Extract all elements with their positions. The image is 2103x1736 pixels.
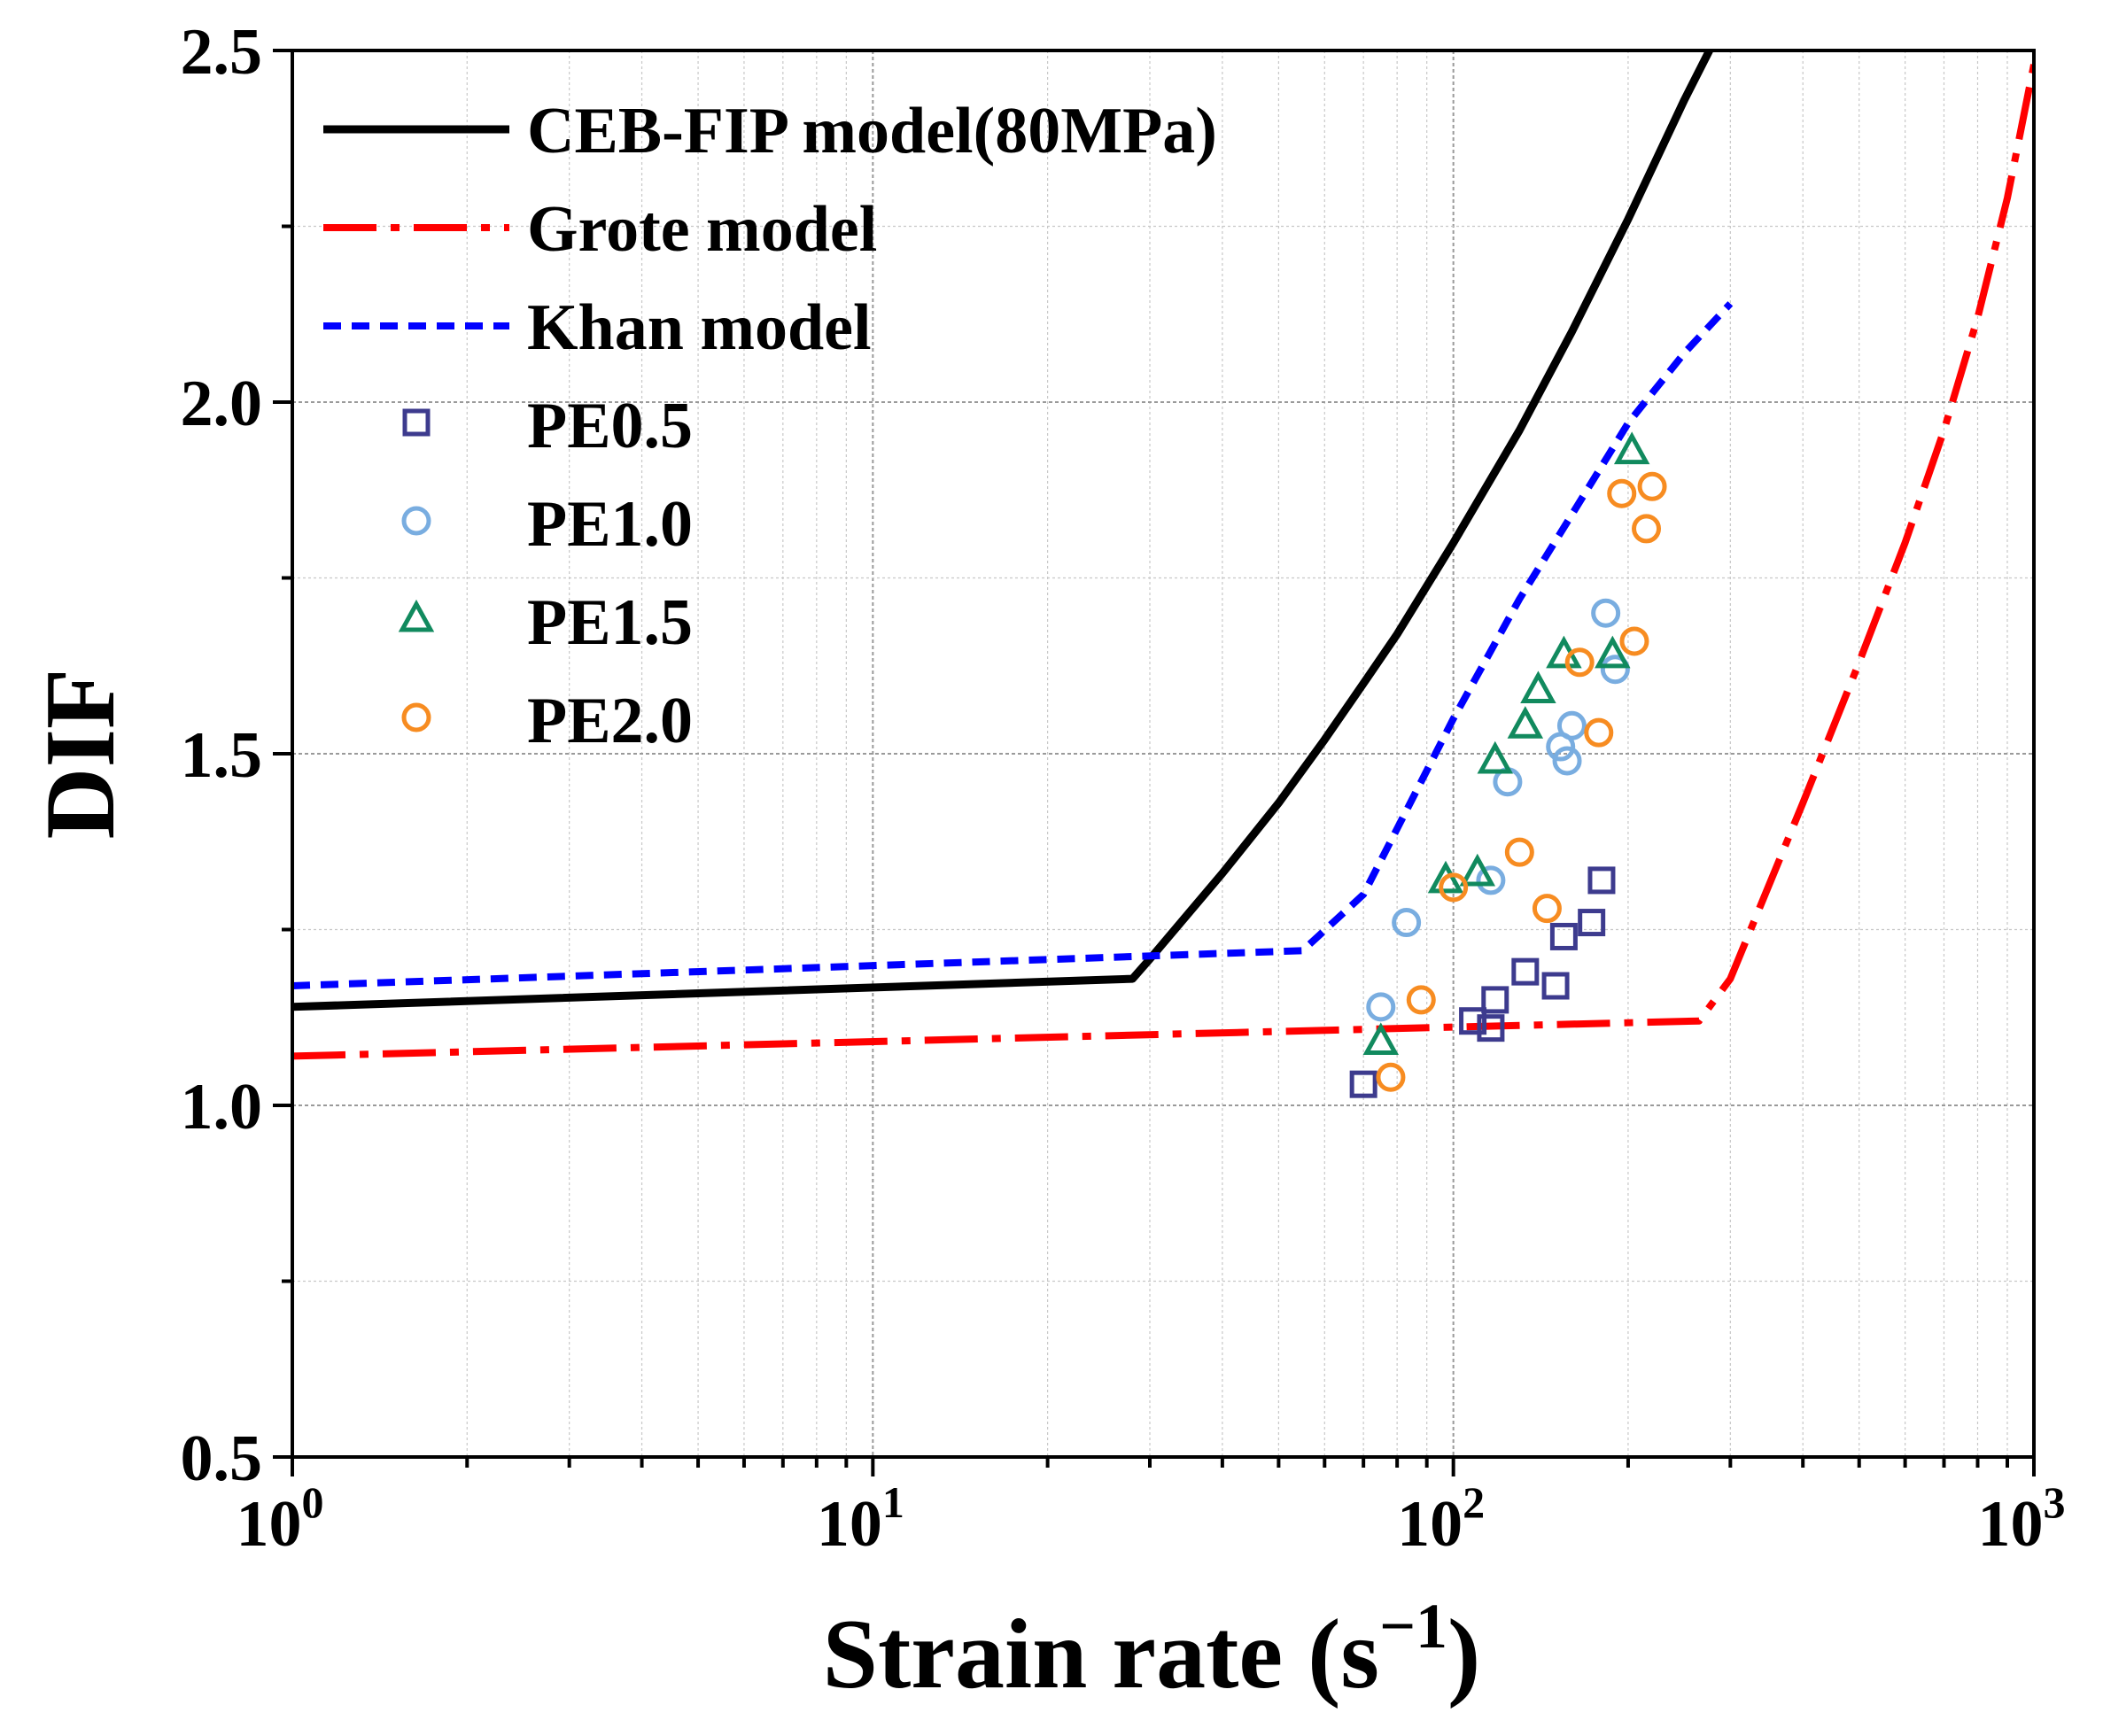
legend: CEB-FIP model(80MPa) Grote model Khan mode… [323,95,1217,757]
x-tick-label: 102 [1397,1477,1485,1561]
point-pe10 [1366,992,1396,1022]
point-pe05 [1349,1070,1377,1098]
point-pe10 [1392,908,1422,938]
point-pe15 [1520,670,1556,704]
point-pe05 [1459,1007,1487,1035]
y-tick-label: 2.0 [181,368,263,440]
model-lines [292,50,2034,1060]
point-pe05 [1587,866,1616,895]
legend-item: PE2.0 [401,685,693,757]
legend-label: CEB-FIP model(80MPa) [527,95,1217,167]
point-pe05 [1477,1014,1505,1042]
legend-label: PE2.0 [527,685,693,757]
legend-label: PE1.5 [527,586,693,659]
y-tick-label: 1.5 [181,719,263,792]
legend-item: PE1.5 [398,586,693,659]
legend-item: PE1.0 [401,488,693,561]
point-pe20 [1619,626,1649,656]
point-pe15 [1613,431,1650,465]
point-pe05 [1511,957,1540,986]
legend-marker-pe10 [401,506,431,536]
legend-item: CEB-FIP model(80MPa) [323,95,1217,167]
y-axis-label: DIF [26,669,136,840]
legend-item: Khan model [323,291,872,364]
axis-ticks [273,49,2036,1476]
line-ceb-fip-model-80mpa [292,50,1714,1011]
point-pe15 [1595,635,1631,669]
point-pe05 [1549,922,1578,950]
x-tick-label: 103 [1978,1477,2066,1561]
x-tick-label: 100 [237,1477,324,1561]
point-pe20 [1406,985,1436,1015]
legend-label: Grote model [527,193,877,266]
legend-label: PE0.5 [527,390,693,462]
point-pe20 [1632,514,1662,544]
legend-label: Khan model [527,291,872,364]
point-pe05 [1541,972,1570,1000]
x-axis-label: Strain rate (s−1) [823,1591,1481,1709]
point-pe10 [1591,598,1621,628]
legend-item: Grote model [323,193,877,266]
point-pe05 [1578,909,1606,937]
point-pe15 [1459,853,1496,887]
point-pe20 [1564,647,1595,678]
point-pe20 [1637,471,1667,501]
y-tick-label: 2.5 [181,16,263,89]
point-pe15 [1362,1022,1400,1056]
point-pe20 [1376,1062,1406,1092]
data-points [1349,431,1667,1098]
legend-marker-pe15 [398,599,435,632]
point-pe15 [1507,706,1544,739]
legend-item: PE0.5 [402,390,693,462]
point-pe20 [1504,837,1534,867]
point-pe10 [1552,746,1582,776]
x-tick-label: 101 [817,1477,904,1561]
point-pe15 [1477,740,1514,774]
point-pe05 [1481,986,1509,1014]
point-pe20 [1584,717,1614,748]
point-pe10 [1476,865,1506,895]
grid-lines [292,50,2034,1457]
line-khan-model [292,301,1734,989]
point-pe20 [1439,872,1469,903]
point-pe10 [1556,710,1587,740]
y-tick-label: 1.0 [181,1071,263,1143]
tick-labels: 0.5 1.0 1.5 2.0 2.5 100 101 102 103 [181,16,2066,1561]
point-pe10 [1600,655,1630,685]
legend-marker-pe05 [402,408,431,437]
legend-label: PE1.0 [527,488,693,561]
legend-marker-pe20 [401,702,431,732]
point-pe20 [1607,478,1637,508]
y-tick-label: 0.5 [181,1422,263,1495]
point-pe20 [1532,894,1562,924]
point-pe15 [1427,860,1464,894]
